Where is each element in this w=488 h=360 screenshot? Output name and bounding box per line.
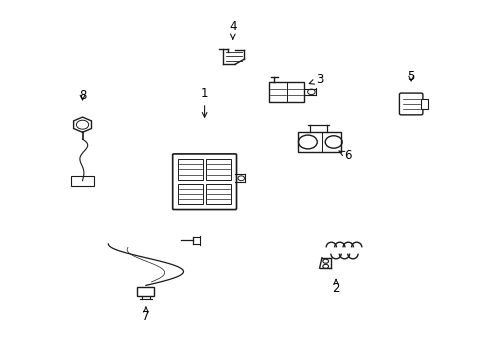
- Bar: [178, 184, 203, 204]
- Text: 7: 7: [142, 307, 149, 323]
- Bar: [206, 184, 231, 204]
- Bar: [268, 82, 304, 102]
- Text: 4: 4: [228, 20, 236, 39]
- Text: 1: 1: [201, 87, 208, 117]
- Bar: [137, 287, 154, 296]
- FancyBboxPatch shape: [399, 93, 422, 115]
- Bar: [206, 159, 231, 180]
- FancyBboxPatch shape: [172, 154, 236, 210]
- Bar: [71, 176, 94, 185]
- Text: 6: 6: [338, 149, 351, 162]
- Text: 8: 8: [79, 89, 86, 102]
- Bar: [420, 99, 427, 109]
- Bar: [178, 159, 203, 180]
- Text: 2: 2: [332, 279, 339, 295]
- Text: 5: 5: [407, 70, 414, 83]
- Bar: [298, 132, 340, 152]
- Text: 3: 3: [309, 73, 323, 86]
